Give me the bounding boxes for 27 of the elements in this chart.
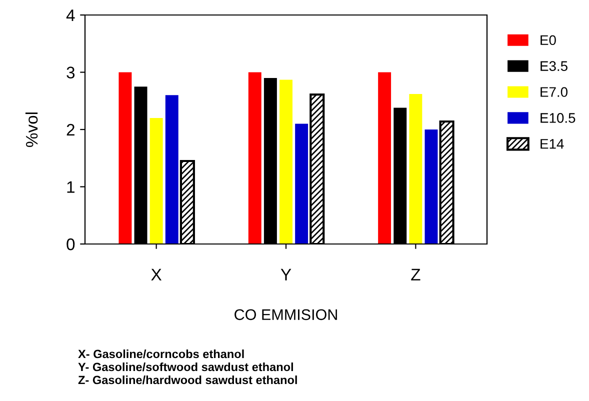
bar xyxy=(118,72,132,244)
legend-label: E0 xyxy=(540,35,556,46)
y-tick-label: 0 xyxy=(66,238,75,250)
y-tick-label: 1 xyxy=(67,181,74,193)
legend-label: E3.5 xyxy=(540,61,568,71)
text: X- Gasoline/corncobs ethanol xyxy=(78,349,244,358)
legend-label: E7.0 xyxy=(540,87,568,97)
text: Y- Gasoline/softwood sawdust ethanol xyxy=(78,362,293,372)
x-tick-label: Y xyxy=(280,268,292,280)
bar xyxy=(378,72,392,244)
y-axis-title: %vol xyxy=(25,112,38,147)
x-axis-title: CO EMMISION xyxy=(234,309,337,320)
text: Z- Gasoline/hardwood sawdust ethanol xyxy=(78,375,297,384)
bar xyxy=(409,94,422,244)
x-tick-label: X xyxy=(151,268,162,280)
bar xyxy=(280,80,292,244)
bar xyxy=(165,95,178,244)
bar xyxy=(424,130,438,244)
legend-label: E10.5 xyxy=(540,113,576,123)
y-tick-label: 4 xyxy=(66,10,75,22)
x-tick-label: Z xyxy=(411,268,420,280)
legend-label: E14 xyxy=(540,139,564,149)
bar xyxy=(248,72,262,244)
y-tick-label: 2 xyxy=(66,124,74,136)
bar xyxy=(295,124,308,244)
bar xyxy=(150,118,163,244)
y-tick-label: 3 xyxy=(66,66,75,78)
